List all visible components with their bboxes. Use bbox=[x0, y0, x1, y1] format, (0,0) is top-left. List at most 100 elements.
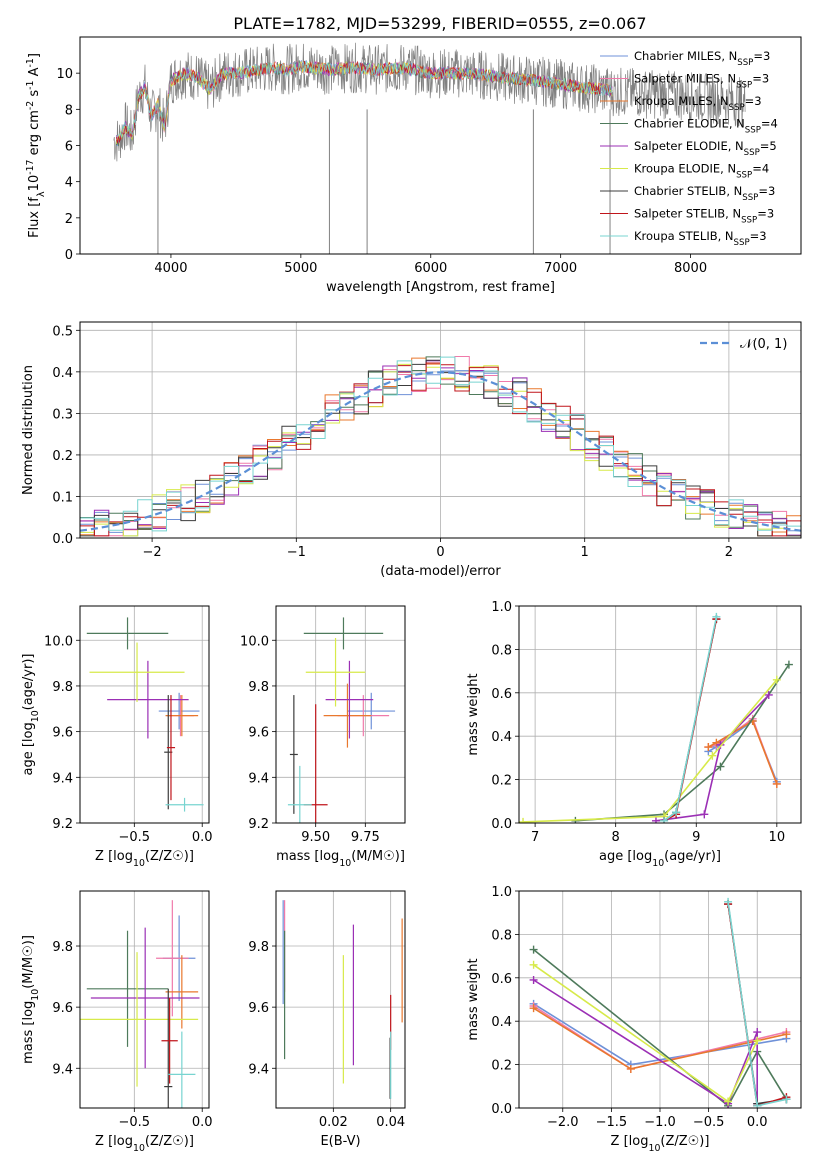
weight-point-marker bbox=[519, 817, 528, 823]
plot-area bbox=[80, 356, 801, 537]
weight-point-marker bbox=[708, 751, 717, 760]
y-tick-label: 9.4 bbox=[248, 1062, 269, 1077]
x-tick-label: 0.02 bbox=[319, 1115, 348, 1130]
y-tick-label: 6 bbox=[65, 140, 73, 155]
x-tick-label: −1 bbox=[287, 545, 306, 560]
y-tick-label: 9.8 bbox=[52, 680, 73, 695]
y-axis-label: mass [log10(M/M☉)] bbox=[21, 935, 41, 1064]
panel-age-vs-Z: −0.5 0.0 9.2 9.4 9.6 9.8 10.0 Z [log10(Z/Z☉)] ag… bbox=[21, 605, 213, 869]
y-tick-label: 0.1 bbox=[52, 490, 73, 505]
x-tick-label: −0.5 bbox=[119, 830, 151, 845]
y-axis-label: mass weight bbox=[466, 673, 481, 755]
panel-mass-vs-EBV: 0.02 0.04 9.4 9.6 9.8 E(B-V) bbox=[248, 890, 406, 1149]
weight-point-marker bbox=[660, 816, 669, 823]
x-tick-label: 9.75 bbox=[351, 830, 380, 845]
x-axis-label: mass [log10(M/M☉)] bbox=[276, 849, 405, 869]
weight-series-line bbox=[663, 616, 718, 822]
x-tick-label: 9.50 bbox=[301, 830, 330, 845]
y-tick-label: 0.0 bbox=[491, 1102, 512, 1117]
y-tick-label: 10.0 bbox=[44, 634, 73, 649]
normal-reference-curve bbox=[80, 371, 801, 532]
plot-area bbox=[86, 617, 204, 812]
y-tick-label: 0.2 bbox=[491, 1059, 512, 1074]
plot-area bbox=[287, 617, 396, 823]
weight-point-marker bbox=[712, 738, 721, 747]
weight-point-marker bbox=[700, 810, 709, 819]
y-tick-label: 0.0 bbox=[491, 817, 512, 832]
x-tick-label: 4000 bbox=[154, 261, 187, 276]
weight-point-marker bbox=[753, 1028, 762, 1037]
weight-point-marker bbox=[724, 1097, 733, 1106]
x-tick-label: 10 bbox=[769, 830, 786, 845]
y-tick-label: 10 bbox=[56, 67, 73, 82]
axes-frame bbox=[518, 605, 802, 824]
y-axis-label: age [log10(age/yr)] bbox=[21, 654, 41, 776]
axes-frame bbox=[275, 605, 406, 824]
y-tick-label: 0.4 bbox=[491, 1015, 512, 1030]
weight-point-marker bbox=[753, 1036, 762, 1045]
y-tick-label: 2 bbox=[65, 212, 73, 227]
observed-spectrum bbox=[113, 42, 746, 162]
legend-label: Kroupa MILES, NSSP=3 bbox=[634, 94, 762, 113]
y-tick-label: 0.6 bbox=[491, 972, 512, 987]
y-tick-label: 9.6 bbox=[248, 1001, 269, 1016]
y-tick-label: 8 bbox=[65, 103, 73, 118]
plot-area bbox=[282, 900, 403, 1099]
weight-point-marker bbox=[626, 1064, 635, 1073]
y-tick-label: 9.2 bbox=[52, 817, 73, 832]
weight-series-line bbox=[522, 679, 778, 823]
legend-label: Salpeter STELIB, NSSP=3 bbox=[634, 207, 774, 226]
x-tick-label: −0.5 bbox=[119, 1115, 151, 1130]
legend-label: Kroupa STELIB, NSSP=3 bbox=[634, 229, 767, 248]
x-axis-label: E(B-V) bbox=[320, 1134, 360, 1149]
figure-title: PLATE=1782, MJD=53299, FIBERID=0555, z=0… bbox=[233, 14, 646, 33]
panel-weight-vs-age: 7 8 9 10 0.0 0.2 0.4 0.6 0.8 1.0 age [log10(age/yr… bbox=[466, 600, 802, 869]
y-tick-label: 9.6 bbox=[52, 726, 73, 741]
x-tick-label: 7 bbox=[531, 830, 539, 845]
model-spectrum bbox=[116, 60, 613, 138]
x-tick-label: 0 bbox=[436, 545, 444, 560]
x-tick-label: 8000 bbox=[674, 261, 707, 276]
y-axis-label: mass weight bbox=[466, 958, 481, 1040]
weight-point-marker bbox=[724, 897, 733, 906]
y-tick-label: 0.8 bbox=[491, 928, 512, 943]
weight-series-line bbox=[533, 964, 758, 1103]
axes-frame bbox=[79, 605, 210, 824]
legend-label: Salpeter MILES, NSSP=3 bbox=[634, 72, 769, 91]
weight-series-line bbox=[707, 719, 778, 785]
y-tick-label: 9.8 bbox=[52, 940, 73, 955]
weight-series-line bbox=[533, 948, 788, 1108]
y-tick-label: 0.4 bbox=[491, 730, 512, 745]
y-axis-label: Flux [fλ10-17 erg cm-2 s-1 A-1] bbox=[25, 53, 47, 238]
legend-label: Chabrier ELODIE, NSSP=4 bbox=[634, 117, 778, 136]
x-tick-label: 8 bbox=[612, 830, 620, 845]
weight-point-marker bbox=[782, 1095, 791, 1104]
x-tick-label: −1.5 bbox=[596, 1115, 628, 1130]
y-tick-label: 0.8 bbox=[491, 643, 512, 658]
panel-weight-vs-Z: −2.0 −1.5 −1.0 −0.5 0.0 0.0 0.2 0.4 0.6 0.8 1.0 Z [… bbox=[466, 885, 802, 1154]
weight-point-marker bbox=[529, 960, 538, 969]
weight-point-marker bbox=[716, 762, 725, 771]
plot-area bbox=[519, 612, 793, 823]
weight-point-marker bbox=[672, 808, 681, 817]
x-tick-label: 0.0 bbox=[192, 830, 213, 845]
x-tick-label: 6000 bbox=[414, 261, 447, 276]
weight-point-marker bbox=[529, 975, 538, 984]
axes-frame bbox=[79, 321, 802, 539]
axes-frame bbox=[518, 890, 802, 1109]
y-tick-label: 9.8 bbox=[248, 940, 269, 955]
y-axis-label: Normed distribution bbox=[21, 365, 36, 495]
plot-area bbox=[529, 897, 791, 1108]
y-tick-label: 1.0 bbox=[491, 885, 512, 900]
y-tick-label: 9.2 bbox=[248, 817, 269, 832]
plot-area bbox=[80, 900, 200, 1108]
weight-point-marker bbox=[716, 740, 725, 749]
panel-age-vs-mass: 9.50 9.75 9.2 9.4 9.6 9.8 10.0 mass [log10(M/M☉… bbox=[240, 605, 406, 869]
axes-frame bbox=[79, 36, 802, 255]
weight-point-marker bbox=[571, 816, 580, 823]
x-tick-label: 5000 bbox=[284, 261, 317, 276]
panel-spectrum: 4000 5000 6000 7000 8000 0 2 4 6 8 10 wavelength [A… bbox=[25, 36, 802, 295]
x-tick-label: 1 bbox=[581, 545, 589, 560]
y-tick-label: 0.2 bbox=[52, 449, 73, 464]
